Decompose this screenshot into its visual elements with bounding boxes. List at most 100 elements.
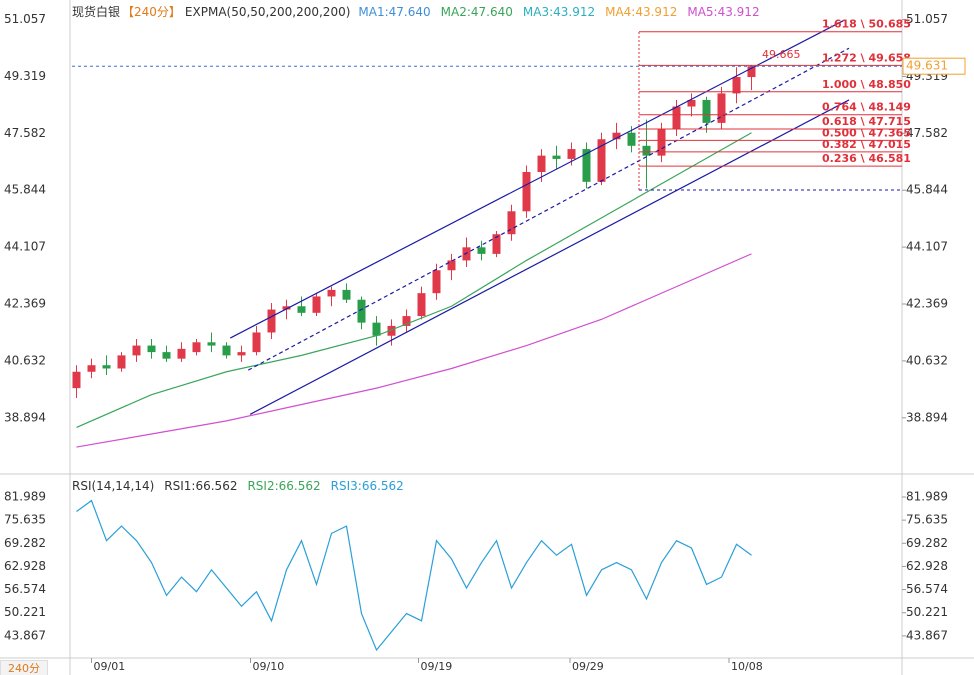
x-tick-label: 09/10 — [253, 660, 285, 673]
channel-line — [247, 47, 850, 371]
fib-label: 0.618 \ 47.715 — [822, 115, 911, 128]
y-tick-label: 50.221 — [906, 605, 948, 619]
price-tag — [902, 57, 966, 75]
legend-item: RSI2:66.562 — [247, 479, 321, 493]
candle-body — [747, 66, 756, 78]
candle-body — [567, 149, 576, 159]
y-tick-label: 43.867 — [4, 628, 46, 642]
y-tick-label: 44.107 — [906, 240, 948, 254]
candle-body — [597, 139, 606, 182]
legend-item: MA2:47.640 — [440, 5, 513, 19]
candle-body — [627, 132, 636, 146]
y-tick-label: 62.928 — [4, 559, 46, 573]
y-tick-label: 45.844 — [4, 183, 46, 197]
candle-body — [282, 306, 291, 310]
candle-body — [327, 289, 336, 297]
y-tick-label: 69.282 — [4, 536, 46, 550]
candle-body — [522, 172, 531, 212]
legend-item: MA3:43.912 — [522, 5, 596, 19]
period: 【240分】 — [122, 5, 181, 19]
candle-body — [477, 247, 486, 254]
candle-body — [147, 345, 156, 353]
candle-body — [357, 299, 366, 323]
y-tick-label: 69.282 — [906, 536, 948, 550]
x-tick-label: 09/29 — [572, 660, 604, 673]
candle-body — [192, 342, 201, 353]
fib-label: 0.236 \ 46.581 — [822, 152, 911, 165]
y-tick-label: 51.057 — [4, 12, 46, 26]
legend-item: RSI1:66.562 — [164, 479, 238, 493]
candle-body — [387, 325, 396, 336]
fib-label: 0.764 \ 48.149 — [822, 101, 911, 114]
candle-body — [537, 155, 546, 173]
candle-body — [267, 309, 276, 333]
candle-body — [162, 352, 171, 359]
x-tick-label: 10/08 — [731, 660, 763, 673]
y-tick-label: 45.844 — [906, 183, 948, 197]
y-tick-label: 51.057 — [906, 12, 948, 26]
candle-body — [252, 332, 261, 353]
candle-body — [447, 260, 456, 271]
y-tick-label: 56.574 — [4, 582, 46, 596]
candle-body — [432, 270, 441, 294]
candle-body — [132, 345, 141, 356]
y-tick-label: 56.574 — [906, 582, 948, 596]
y-tick-label: 38.894 — [906, 410, 948, 424]
legend-item: MA5:43.912 — [687, 5, 760, 19]
candle-body — [552, 155, 561, 159]
candle-body — [672, 106, 681, 130]
y-tick-label: 42.369 — [4, 297, 46, 311]
y-tick-label: 50.221 — [4, 605, 46, 619]
x-tick-label: 09/19 — [421, 660, 453, 673]
y-tick-label: 40.632 — [4, 353, 46, 367]
fib-label: 0.382 \ 47.015 — [822, 138, 911, 151]
y-tick-label: 38.894 — [4, 410, 46, 424]
y-tick-label: 42.369 — [906, 297, 948, 311]
candle-body — [582, 149, 591, 182]
candle-body — [207, 342, 216, 346]
legend-item: RSI3:66.562 — [330, 479, 404, 493]
channel-line — [229, 19, 845, 339]
candle-body — [642, 145, 651, 156]
legend-item: MA1:47.640 — [358, 5, 431, 19]
main-header: 现货白银 【240分】 EXPMA(50,50,200,200,200) MA1:47… — [72, 3, 780, 20]
candle-body — [297, 306, 306, 313]
candle-body — [372, 322, 381, 336]
candle-body — [417, 293, 426, 317]
y-tick-label: 49.319 — [4, 69, 46, 83]
candle-body — [732, 77, 741, 94]
y-tick-label: 62.928 — [906, 559, 948, 573]
x-tick-label: 09/01 — [94, 660, 126, 673]
y-tick-label: 43.867 — [906, 628, 948, 642]
candle-body — [237, 352, 246, 356]
candle-body — [702, 99, 711, 123]
candle-body — [492, 234, 501, 254]
y-tick-label: 44.107 — [4, 240, 46, 254]
channel-line — [249, 99, 850, 415]
candle-body — [87, 365, 96, 372]
y-tick-label: 75.635 — [4, 513, 46, 527]
candle-body — [687, 99, 696, 107]
candle-body — [102, 365, 111, 369]
fib-label: 1.272 \ 49.658 — [822, 51, 911, 64]
legend: RSI1:66.562 RSI2:66.562 RSI3:66.562 — [164, 479, 414, 493]
y-tick-label: 40.632 — [906, 353, 948, 367]
indicator-name: EXPMA(50,50,200,200,200) — [184, 5, 351, 19]
period-badge[interactable]: 240分 — [0, 660, 48, 675]
y-tick-label: 75.635 — [906, 513, 948, 527]
rsi-header: RSI(14,14,14) RSI1:66.562 RSI2:66.562 RSI3:… — [72, 479, 424, 493]
candle-body — [177, 348, 186, 359]
candle-body — [72, 371, 81, 389]
candle-body — [657, 129, 666, 156]
candle-body — [117, 355, 126, 369]
high-marker: 49.665 — [762, 48, 801, 61]
fib-label: 1.618 \ 50.685 — [822, 18, 911, 31]
candle-body — [402, 316, 411, 326]
ma-line — [76, 132, 752, 428]
candle-body — [507, 211, 516, 235]
fib-label: 1.000 \ 48.850 — [822, 78, 911, 91]
candle-body — [462, 247, 471, 261]
instrument-title: 现货白银 — [72, 5, 121, 19]
